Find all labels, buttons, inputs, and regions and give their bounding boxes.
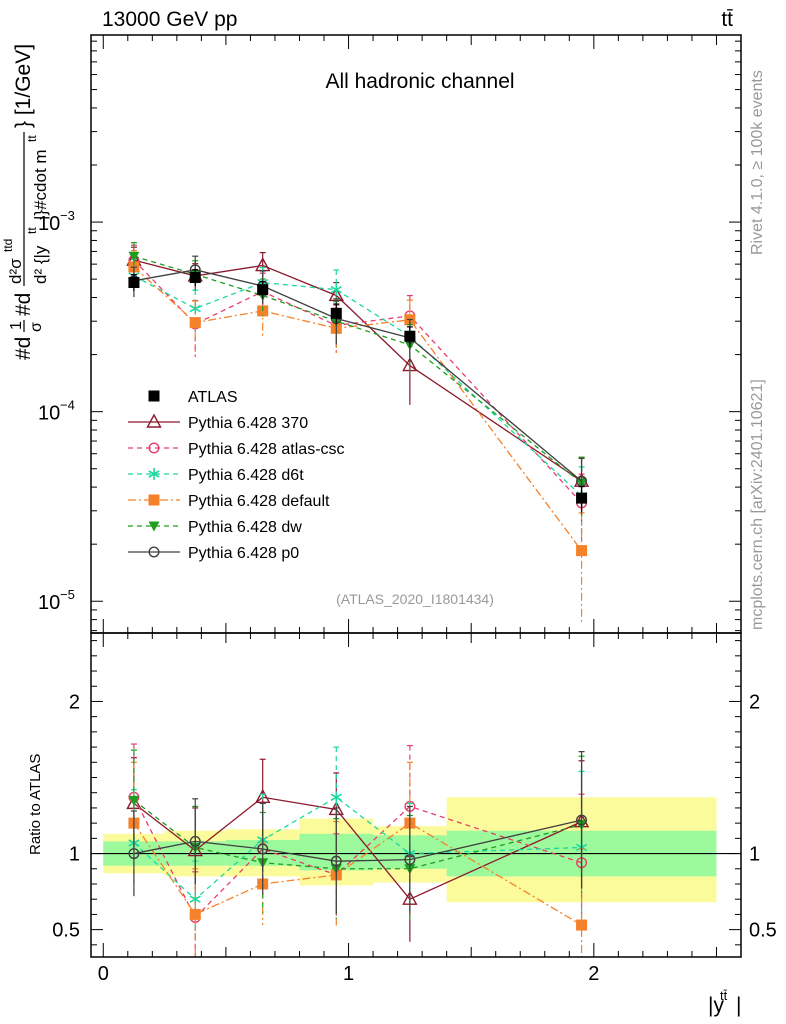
ratio-ytick-label-right-0: 0.5 <box>749 920 777 942</box>
series-atlas <box>128 269 588 512</box>
legend-label-d6t: Pythia 6.428 d6t <box>188 467 304 484</box>
line-p370 <box>133 259 582 482</box>
ratio-point-p0-5 <box>576 814 588 826</box>
legend-label-default: Pythia 6.428 default <box>188 493 330 510</box>
xtick-label-1: 1 <box>343 963 354 985</box>
ratio-ytick-label-right-2: 2 <box>749 691 760 713</box>
legend-item-p0: Pythia 6.428 p0 <box>128 545 299 562</box>
ratio-point-d6t-3 <box>330 791 342 804</box>
line-default <box>133 266 583 551</box>
svg-text:} [1/GeV]: } [1/GeV] <box>12 44 35 128</box>
legend-item-p370: Pythia 6.428 370 <box>128 413 308 432</box>
legend-marker-dw <box>148 521 160 532</box>
legend-marker-default <box>148 494 160 506</box>
ratio-line-dw <box>133 799 582 870</box>
legend-item-d6t: Pythia 6.428 d6t <box>128 467 304 484</box>
main-frame <box>90 34 742 634</box>
ratio-frame <box>90 632 742 958</box>
legend-item-dw: Pythia 6.428 dw <box>128 519 302 536</box>
ratio-line-default <box>133 822 582 926</box>
ratio-line-atlascsc <box>133 796 582 919</box>
ratio-point-p0-3 <box>330 855 342 867</box>
legend-label-p0: Pythia 6.428 p0 <box>188 545 299 562</box>
ratio-line-p370 <box>133 796 582 900</box>
legend-label-p370: Pythia 6.428 370 <box>188 415 308 432</box>
svg-text:d² {|y: d² {|y <box>31 245 50 284</box>
ratio-point-p0-0 <box>128 848 140 860</box>
ratio-point-p0-4 <box>404 854 416 866</box>
energy-label: 13000 GeV pp <box>102 8 237 31</box>
mcplots-label: mcplots.cern.ch [arXiv:2401.10621] <box>749 379 766 630</box>
ratio-point-p370-2 <box>255 788 271 803</box>
ratio-ytick-label-right-1: 1 <box>749 844 760 866</box>
point-p0-5 <box>576 475 588 487</box>
svg-text:tt̄: tt̄ <box>720 988 728 1003</box>
legend-marker-atlascsc <box>148 442 160 454</box>
main-ytick-exp-1: −4 <box>60 398 75 413</box>
svg-text:#d: #d <box>12 293 35 316</box>
point-default-1 <box>189 317 201 329</box>
line-p0 <box>133 269 582 482</box>
svg-text:#d: #d <box>12 337 35 360</box>
svg-text:ttd: ttd <box>1 239 15 252</box>
legend-marker-p370 <box>146 413 162 428</box>
svg-text:tt: tt <box>25 135 39 142</box>
main-y-axis-label: #d 1 σ #d d²σ ttd d² {|y tt |}#cdot m tt… <box>1 44 50 360</box>
point-atlas-1 <box>189 272 201 284</box>
x-axis-label: |y tt̄ | <box>708 988 741 1017</box>
point-atlas-3 <box>330 307 342 319</box>
main-ytick-label-2: 10 <box>38 213 60 235</box>
legend-label-atlascsc: Pythia 6.428 atlas-csc <box>188 441 345 458</box>
legend-marker-p0 <box>148 546 160 558</box>
point-atlas-5 <box>576 492 588 504</box>
ratio-y-axis-label: Ratio to ATLAS <box>27 754 44 855</box>
line-dw <box>133 255 582 484</box>
main-ytick-exp-2: −3 <box>60 208 75 223</box>
main-ytick-label-0: 10 <box>38 592 60 614</box>
main-ytick-exp-0: −5 <box>60 587 75 602</box>
svg-text:d²σ: d²σ <box>6 258 25 284</box>
ratio-line-p0 <box>133 819 582 862</box>
legend-item-atlas: ATLAS <box>148 389 238 406</box>
point-d6t-3 <box>330 283 342 296</box>
ratio-point-default-1 <box>189 908 201 920</box>
rivet-label: Rivet 4.1.0, ≥ 100k events <box>749 70 766 255</box>
process-label: tt̄ <box>721 8 733 31</box>
point-atlas-0 <box>128 277 140 289</box>
legend-marker-atlas <box>148 390 160 402</box>
xtick-label-0: 0 <box>98 963 109 985</box>
point-atlas-2 <box>257 284 269 296</box>
svg-text:|}#cdot m: |}#cdot m <box>31 149 50 220</box>
legend-marker-d6t <box>148 468 160 480</box>
main-ytick-label-1: 10 <box>38 403 60 425</box>
point-default-5 <box>576 545 588 557</box>
legend-label-dw: Pythia 6.428 dw <box>188 519 302 536</box>
svg-text:tt: tt <box>25 227 39 234</box>
point-dw-0 <box>128 251 140 262</box>
analysis-id: (ATLAS_2020_I1801434) <box>336 591 494 607</box>
chart-title: All hadronic channel <box>325 70 514 93</box>
ratio-point-dw-0 <box>128 795 140 806</box>
xtick-label-2: 2 <box>588 963 599 985</box>
ratio-ytick-label-left-2: 2 <box>69 691 80 713</box>
ratio-point-p0-2 <box>257 843 269 855</box>
ratio-series-p0 <box>128 751 588 915</box>
ratio-point-default-5 <box>576 919 588 931</box>
ratio-ytick-label-left-1: 1 <box>69 844 80 866</box>
legend-item-default: Pythia 6.428 default <box>128 493 330 510</box>
svg-text:1: 1 <box>8 321 25 330</box>
line-d6t <box>133 275 583 497</box>
svg-text:|y: |y <box>708 994 724 1017</box>
svg-text:σ: σ <box>28 322 45 332</box>
ratio-ytick-label-left-0: 0.5 <box>52 920 80 942</box>
point-atlas-4 <box>404 330 416 342</box>
svg-text:|: | <box>736 994 741 1017</box>
ratio-point-p0-1 <box>189 835 201 847</box>
legend-label-atlas: ATLAS <box>188 389 238 406</box>
legend-item-atlascsc: Pythia 6.428 atlas-csc <box>128 441 345 458</box>
